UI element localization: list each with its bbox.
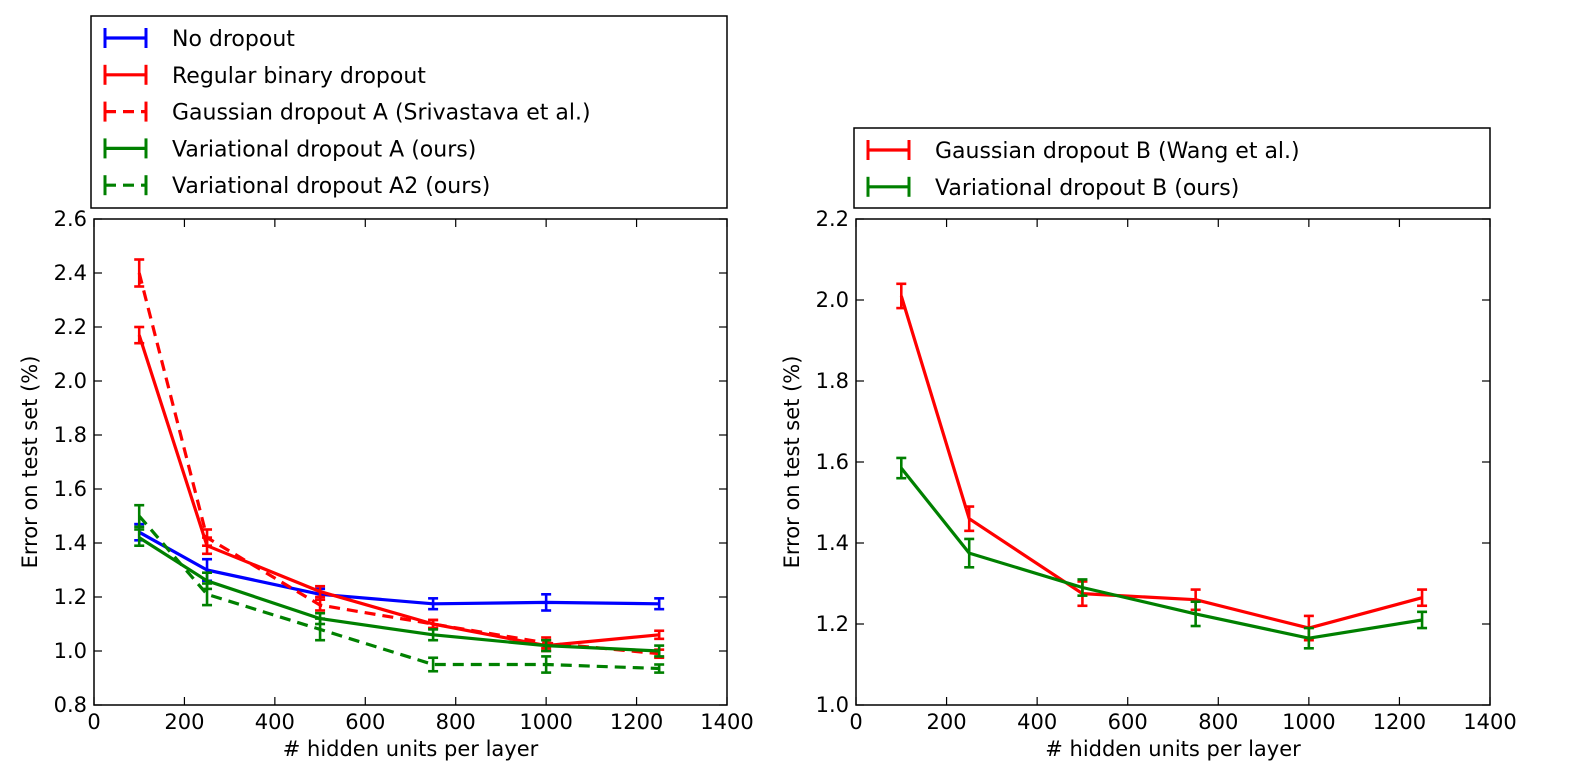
data-point	[968, 552, 971, 554]
legend-frame	[90, 15, 728, 209]
data-point	[545, 663, 547, 666]
data-point	[1421, 619, 1423, 621]
x-tick-label: 400	[1017, 710, 1057, 734]
chart-2: 0 200 400 600 800 1000 1200 1400 1.0 1.2 1.4 1.6 1.8…	[780, 127, 1517, 761]
legend-label: Gaussian dropout B (Wang et al.)	[935, 139, 1300, 164]
data-point	[968, 517, 971, 520]
data-point	[432, 602, 434, 605]
y-tick-label: 1.0	[54, 639, 87, 663]
y-axis-label: Error on test set (%)	[780, 356, 804, 569]
y-tick-label: 1.2	[816, 612, 849, 636]
data-point	[1194, 613, 1197, 615]
data-point	[658, 634, 660, 636]
data-point	[206, 569, 208, 571]
chart-1: 0 200 400 600 800 1000 1200 1400 0.8 1.0 1.2 1.4 1.6…	[18, 15, 754, 761]
data-point	[138, 272, 141, 274]
data-point	[206, 580, 208, 582]
data-point	[1421, 596, 1423, 599]
series-5	[134, 503, 665, 674]
data-point	[545, 644, 547, 647]
x-tick-label: 1200	[1373, 710, 1426, 734]
legend-label: No dropout	[172, 27, 295, 52]
data-point	[138, 334, 141, 336]
x-axis-label: # hidden units per layer	[1045, 737, 1301, 761]
y-tick-label: 2.2	[816, 207, 849, 231]
data-point	[432, 663, 434, 666]
data-point	[900, 467, 903, 469]
y-tick-label: 2.6	[54, 207, 87, 231]
data-point	[206, 593, 208, 596]
x-axis-label: # hidden units per layer	[283, 737, 539, 761]
data-point	[206, 536, 208, 539]
plot-frame	[93, 218, 728, 706]
x-tick-label: 200	[164, 710, 204, 734]
y-tick-label: 2.2	[54, 315, 87, 339]
x-tick-label: 0	[849, 710, 862, 734]
data-point	[138, 536, 141, 539]
y-tick-label: 1.0	[816, 693, 849, 717]
series-line	[138, 536, 660, 653]
y-tick-label: 1.8	[54, 423, 87, 447]
legend: No dropout Regular binary dropout Gaussian…	[90, 15, 728, 209]
series-line	[137, 514, 660, 671]
x-tick-label: 400	[255, 710, 295, 734]
series-line	[138, 530, 660, 606]
y-tick-label: 1.4	[816, 531, 849, 555]
data-point	[1081, 586, 1084, 589]
x-tick-label: 1400	[700, 710, 753, 734]
x-tick-label: 1200	[610, 710, 663, 734]
series-2	[896, 456, 1428, 650]
series-line	[900, 467, 1423, 640]
x-tick-label: 200	[927, 710, 967, 734]
legend-label: Variational dropout A (ours)	[172, 137, 476, 162]
legend-label: Variational dropout B (ours)	[935, 176, 1239, 201]
data-point	[1194, 598, 1197, 601]
series-line	[137, 272, 660, 656]
legend-label: Gaussian dropout A (Srivastava et al.)	[172, 101, 591, 126]
y-tick-label: 1.4	[54, 531, 87, 555]
legend: Gaussian dropout B (Wang et al.) Variatio…	[853, 127, 1491, 209]
data-point	[658, 667, 660, 670]
y-tick-label: 1.6	[816, 450, 849, 474]
legend-frame	[853, 127, 1491, 209]
y-tick-label: 2.0	[816, 288, 849, 312]
x-tick-label: 600	[1108, 710, 1148, 734]
data-point	[658, 602, 660, 605]
data-point	[545, 601, 547, 604]
x-tick-label: 0	[87, 710, 100, 734]
legend-label: Regular binary dropout	[172, 64, 426, 89]
legend-label: Variational dropout A2 (ours)	[172, 174, 490, 199]
data-point	[319, 604, 321, 606]
x-tick-label: 800	[1198, 710, 1238, 734]
data-point	[900, 295, 903, 297]
data-point	[138, 515, 141, 517]
y-axis-label: Error on test set (%)	[18, 356, 42, 569]
x-tick-label: 1000	[519, 710, 572, 734]
y-tick-label: 1.8	[816, 369, 849, 393]
x-tick-label: 1400	[1463, 710, 1516, 734]
y-tick-label: 1.2	[54, 585, 87, 609]
data-point	[658, 650, 660, 652]
data-point	[1308, 637, 1310, 639]
x-tick-label: 1000	[1282, 710, 1335, 734]
x-tick-label: 600	[345, 710, 385, 734]
y-tick-label: 0.8	[54, 693, 87, 717]
data-point	[319, 628, 321, 631]
y-tick-label: 2.4	[54, 261, 87, 285]
data-point	[432, 623, 434, 625]
series-1	[896, 282, 1428, 642]
data-point	[319, 590, 321, 593]
y-tick-label: 2.0	[54, 369, 87, 393]
series-line	[899, 295, 1423, 630]
data-point	[432, 634, 434, 636]
y-tick-label: 1.6	[54, 477, 87, 501]
x-tick-label: 800	[436, 710, 476, 734]
